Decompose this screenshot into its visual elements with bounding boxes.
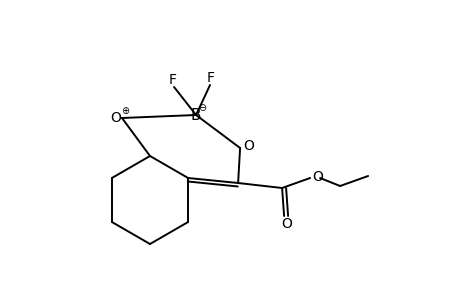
Text: ⊖: ⊖ xyxy=(197,103,206,113)
Text: F: F xyxy=(207,71,215,85)
Text: F: F xyxy=(169,73,177,87)
Text: ⊕: ⊕ xyxy=(121,106,129,116)
Text: O: O xyxy=(281,217,292,231)
Text: O: O xyxy=(110,111,121,125)
Text: B: B xyxy=(190,107,201,122)
Text: O: O xyxy=(243,139,254,153)
Text: O: O xyxy=(312,170,323,184)
